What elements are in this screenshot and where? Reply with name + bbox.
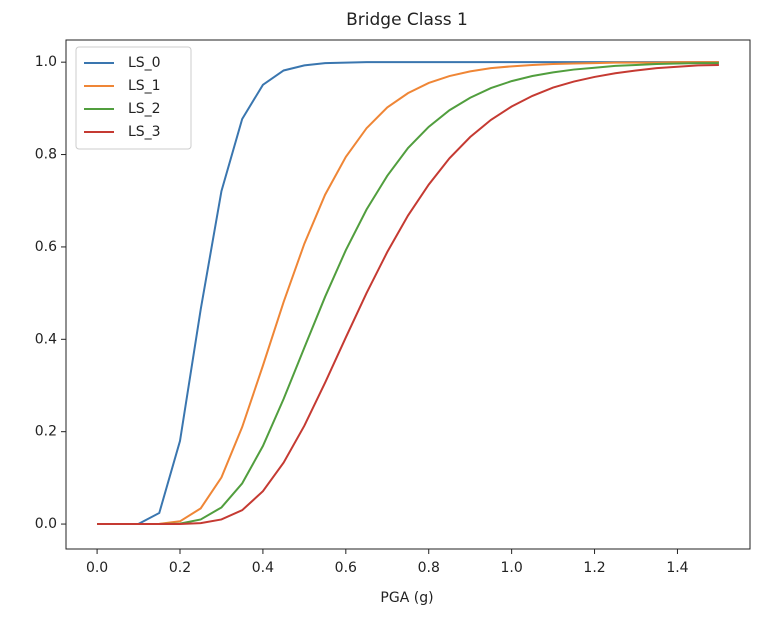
legend-label: LS_3 — [128, 124, 161, 140]
x-tick-label: 0.6 — [335, 560, 357, 576]
x-tick-label: 0.4 — [252, 560, 274, 576]
series-line — [97, 61, 719, 526]
x-tick-label: 0.8 — [418, 560, 440, 576]
x-tick-label: 1.0 — [501, 560, 523, 576]
x-tick-label: 1.4 — [666, 560, 688, 576]
y-tick-label: 0.6 — [35, 239, 57, 255]
legend-box — [75, 46, 192, 150]
y-tick-label: 0.4 — [35, 331, 57, 347]
plot-frame — [65, 39, 751, 550]
x-tick-label: 0.2 — [169, 560, 191, 576]
y-tick-label: 1.0 — [35, 54, 57, 70]
chart-title: Bridge Class 1 — [346, 10, 468, 30]
x-tick-label: 1.2 — [583, 560, 605, 576]
y-tick-label: 0.2 — [35, 424, 57, 440]
y-tick-label: 0.8 — [35, 147, 57, 163]
y-tick-label: 0.0 — [35, 516, 57, 532]
legend-label: LS_1 — [128, 78, 161, 94]
x-tick-label: 0.0 — [86, 560, 108, 576]
series-line — [97, 62, 719, 526]
legend-label: LS_0 — [128, 55, 161, 71]
legend-label: LS_2 — [128, 101, 161, 117]
x-axis-label: PGA (g) — [380, 590, 433, 606]
series-line — [97, 63, 719, 526]
